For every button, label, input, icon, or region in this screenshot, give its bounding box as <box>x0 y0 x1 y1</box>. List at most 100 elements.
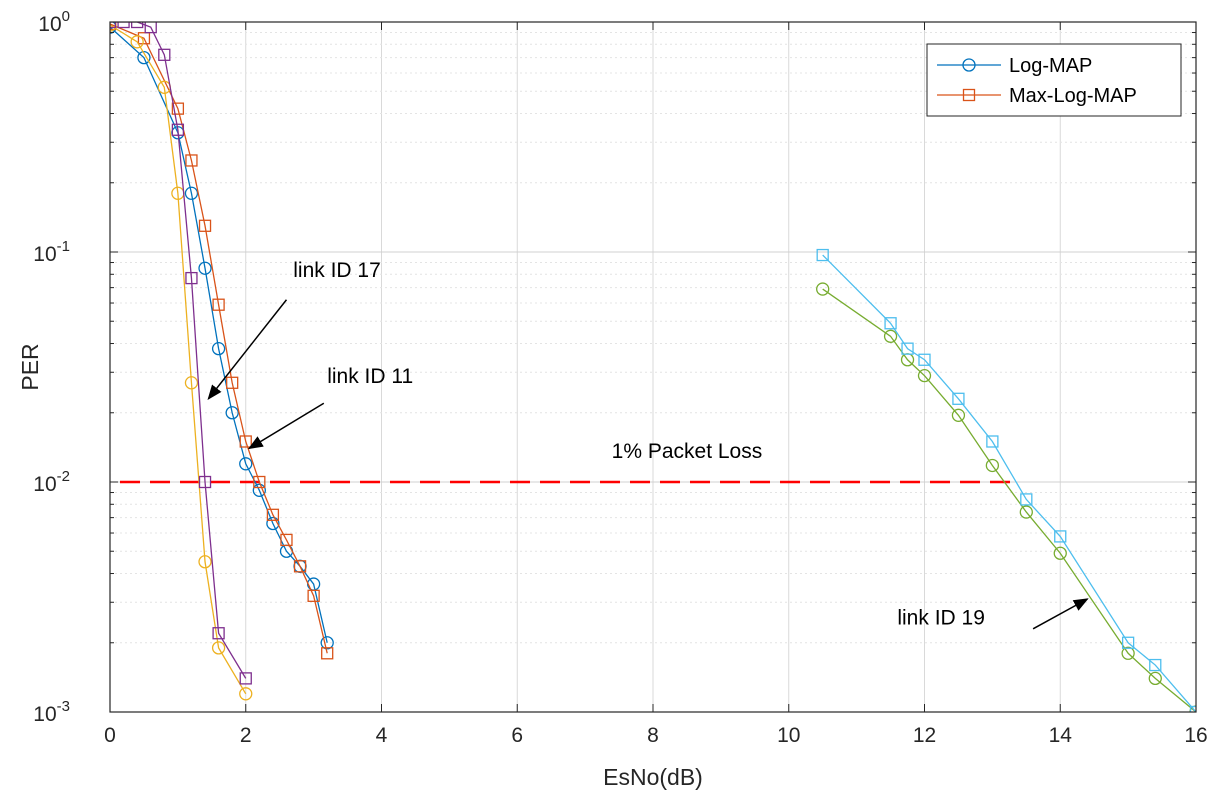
legend-marker <box>962 58 976 72</box>
series-4 <box>110 22 252 685</box>
series-5 <box>816 282 1196 712</box>
data-point <box>884 317 897 330</box>
data-point <box>1019 505 1033 519</box>
data-point <box>225 406 239 420</box>
annotation-arrow <box>1032 598 1089 630</box>
threshold-layer: 1% Packet Loss <box>120 440 1013 484</box>
x-tick-label: 0 <box>104 724 116 747</box>
data-point <box>293 560 307 573</box>
tick-layer: 0 2 4 6 8 10 12 14 16 100 10-1 10-2 10-3 <box>33 8 1207 747</box>
data-point <box>239 457 253 471</box>
data-point <box>307 589 320 602</box>
data-point <box>1148 671 1162 686</box>
x-tick-label: 12 <box>913 724 936 747</box>
y-tick-label: 100 <box>38 8 70 36</box>
legend-entry-label: Log-MAP <box>1009 55 1092 77</box>
threshold-label: 1% Packet Loss <box>612 440 763 463</box>
data-point <box>883 329 898 343</box>
data-point <box>1020 493 1033 506</box>
series-2 <box>110 22 334 660</box>
data-point <box>198 261 212 275</box>
data-point <box>137 32 151 45</box>
data-point <box>952 392 965 405</box>
annotation-label: link ID 19 <box>897 607 985 630</box>
series-6 <box>816 248 1196 712</box>
series-line <box>110 24 247 695</box>
y-tick-label: 10-3 <box>33 698 70 726</box>
data-point <box>918 353 931 366</box>
data-point <box>280 533 293 547</box>
x-tick-label: 4 <box>376 724 388 747</box>
data-point <box>198 475 212 489</box>
y-axis-label: PER <box>17 343 43 390</box>
data-point <box>951 408 966 422</box>
data-point <box>184 376 199 390</box>
annotation-label: link ID 11 <box>327 365 413 388</box>
annotation-arrow <box>207 299 288 400</box>
data-point <box>226 376 239 389</box>
data-point <box>171 102 185 115</box>
data-point <box>1121 636 1135 649</box>
data-point <box>253 475 266 489</box>
grid-lines <box>110 22 1196 712</box>
legend-entry-label: Max-Log-MAP <box>1009 85 1137 107</box>
data-point <box>1121 646 1135 660</box>
data-point <box>1054 530 1067 543</box>
data-point <box>211 641 226 655</box>
data-point <box>185 271 198 285</box>
data-point <box>816 282 830 296</box>
series-line <box>110 26 328 643</box>
x-tick-label: 6 <box>511 724 523 747</box>
x-tick-label: 8 <box>647 724 659 747</box>
annotation-arrow <box>247 402 325 450</box>
y-tick-label: 10-2 <box>33 468 70 496</box>
data-point <box>320 636 334 650</box>
x-axis-label: EsNo(dB) <box>603 764 703 790</box>
data-point <box>117 22 130 29</box>
data-point <box>816 248 829 262</box>
data-point <box>239 687 253 701</box>
data-point <box>198 219 212 232</box>
series-1 <box>110 22 334 650</box>
series-line <box>110 22 247 679</box>
series-line <box>822 254 1196 712</box>
data-point <box>266 508 280 521</box>
legend-box <box>926 43 1182 117</box>
data-point <box>1053 546 1067 560</box>
x-tick-label: 10 <box>777 724 800 747</box>
y-tick-label: 10-1 <box>33 238 70 266</box>
data-point <box>1149 658 1162 672</box>
annotation-layer: link ID 17 link ID 11 link ID 19 <box>207 259 1089 630</box>
series-line <box>110 23 328 654</box>
data-point <box>212 298 225 311</box>
data-point <box>130 35 144 49</box>
x-tick-label: 16 <box>1184 724 1207 747</box>
data-point <box>198 555 212 569</box>
data-point <box>901 342 914 355</box>
series-layer <box>110 22 1196 712</box>
series-line <box>822 288 1196 712</box>
data-point <box>986 435 999 448</box>
data-point <box>184 186 199 200</box>
data-point <box>185 154 198 167</box>
data-point <box>239 672 252 685</box>
data-point <box>144 22 157 34</box>
x-tick-label: 14 <box>1049 724 1073 747</box>
data-point <box>252 483 266 497</box>
data-point <box>985 458 1000 473</box>
data-point <box>137 50 151 65</box>
data-point <box>321 647 334 660</box>
data-point <box>211 341 226 356</box>
data-point <box>171 123 185 136</box>
data-point <box>917 368 932 383</box>
legend: Log-MAP Max-Log-MAP <box>926 43 1182 117</box>
x-tick-label: 2 <box>240 724 252 747</box>
data-point <box>212 627 225 640</box>
data-point <box>130 22 144 29</box>
data-point <box>158 48 171 61</box>
data-point <box>266 516 280 531</box>
legend-marker <box>962 88 976 102</box>
annotation-label: link ID 17 <box>293 259 381 282</box>
series-3 <box>110 22 253 701</box>
